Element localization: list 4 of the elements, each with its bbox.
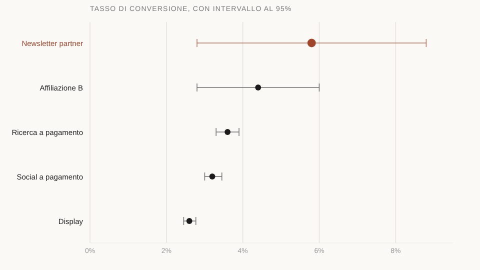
point	[224, 129, 231, 135]
point	[186, 218, 192, 224]
point	[209, 174, 216, 180]
point	[255, 84, 262, 90]
